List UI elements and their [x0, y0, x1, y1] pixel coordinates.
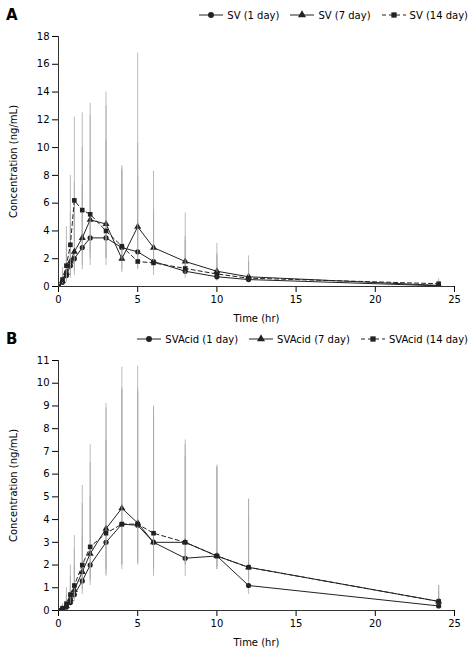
svg-text:6: 6: [43, 197, 49, 208]
svg-text:0: 0: [43, 605, 49, 616]
svg-text:4: 4: [43, 514, 49, 525]
svg-text:0: 0: [55, 618, 61, 629]
svg-text:10: 10: [211, 294, 224, 305]
svg-text:0: 0: [43, 281, 49, 292]
svg-text:10: 10: [37, 377, 50, 388]
svg-text:5: 5: [135, 618, 141, 629]
svg-text:1: 1: [43, 582, 49, 593]
html-text:B: B: [6, 330, 18, 348]
svg-text:Concentration (ng/mL): Concentration (ng/mL): [8, 429, 19, 542]
svg-text:7: 7: [43, 446, 49, 457]
svg-text:8: 8: [43, 423, 49, 434]
svg-text:20: 20: [369, 618, 382, 629]
html-text:SV (7 day): SV (7 day): [318, 9, 371, 21]
svg-text:16: 16: [37, 58, 50, 69]
svg-text:5: 5: [43, 491, 49, 502]
svg-text:11: 11: [37, 355, 50, 366]
svg-text:12: 12: [37, 114, 50, 125]
html-text:SV (14 day): SV (14 day): [409, 9, 468, 21]
svg-text:10: 10: [211, 618, 224, 629]
svg-text:18: 18: [37, 31, 50, 42]
svg-text:8: 8: [43, 170, 49, 181]
svg-text:6: 6: [43, 468, 49, 479]
svg-text:25: 25: [448, 618, 461, 629]
html-text:SVAcid (1 day): SVAcid (1 day): [165, 333, 239, 345]
html-text:SV (1 day): SV (1 day): [227, 9, 280, 21]
svg-text:20: 20: [369, 294, 382, 305]
svg-text:4: 4: [43, 225, 49, 236]
svg-text:2: 2: [43, 559, 49, 570]
svg-text:Time (hr): Time (hr): [233, 637, 280, 648]
svg-text:2: 2: [43, 253, 49, 264]
svg-text:Time (hr): Time (hr): [233, 313, 280, 324]
svg-text:25: 25: [448, 294, 461, 305]
svg-text:15: 15: [290, 618, 303, 629]
svg-text:5: 5: [135, 294, 141, 305]
svg-text:10: 10: [37, 142, 50, 153]
svg-text:3: 3: [43, 537, 49, 548]
svg-text:0: 0: [55, 294, 61, 305]
svg-text:Concentration (ng/mL): Concentration (ng/mL): [8, 105, 19, 218]
html-text:SVAcid (14 day): SVAcid (14 day): [388, 333, 468, 345]
svg-text:14: 14: [37, 86, 50, 97]
svg-text:9: 9: [43, 400, 49, 411]
svg-text:15: 15: [290, 294, 303, 305]
html-text:A: A: [6, 6, 18, 24]
html-text:SVAcid (7 day): SVAcid (7 day): [277, 333, 350, 345]
